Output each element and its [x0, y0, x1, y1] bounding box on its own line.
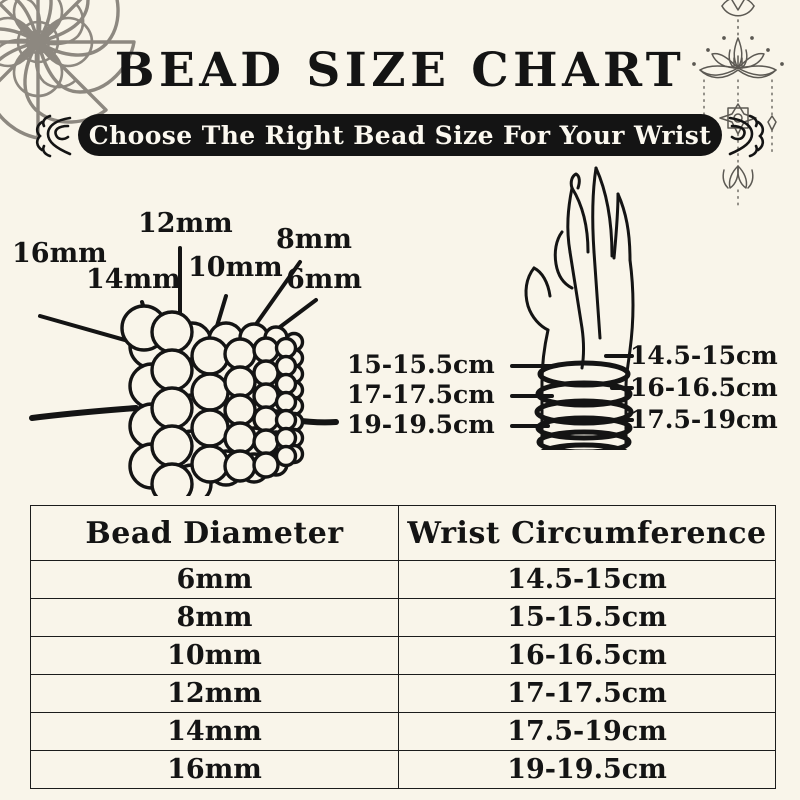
bead-label-10mm: 10mm — [188, 252, 283, 283]
column-header-wrist-circumference: Wrist Circumference — [398, 505, 776, 561]
table-row: 12mm 17-17.5cm — [30, 674, 776, 713]
cell-bead-diameter: 6mm — [30, 560, 399, 599]
cell-bead-diameter: 10mm — [30, 636, 399, 675]
bead-size-table: Bead Diameter Wrist Circumference 6mm 14… — [30, 505, 776, 789]
cell-wrist-circumference: 15-15.5cm — [398, 598, 776, 637]
bead-label-6mm: 6mm — [286, 264, 362, 295]
wrist-label-right-2: 16-16.5cm — [630, 373, 778, 402]
banner-background — [78, 114, 722, 156]
table-row: 14mm 17.5-19cm — [30, 712, 776, 751]
wrist-label-left-3: 19-19.5cm — [347, 410, 495, 439]
flourish-icon — [35, 114, 72, 158]
page-title: BEAD SIZE CHART — [114, 43, 686, 98]
cell-wrist-circumference: 17-17.5cm — [398, 674, 776, 713]
cell-bead-diameter: 12mm — [30, 674, 399, 713]
flourish-icon — [728, 114, 765, 158]
bead-diagram: 16mm 14mm 12mm 10mm 8mm 6mm — [0, 196, 400, 506]
wrist-label-right-1: 14.5-15cm — [630, 341, 778, 370]
lotus-ornament-icon — [692, 0, 784, 209]
cell-bead-diameter: 16mm — [30, 750, 399, 789]
bead-label-14mm: 14mm — [86, 264, 181, 295]
table-row: 16mm 19-19.5cm — [30, 750, 776, 789]
bead-label-16mm: 16mm — [12, 238, 107, 269]
cell-bead-diameter: 14mm — [30, 712, 399, 751]
cell-bead-diameter: 8mm — [30, 598, 399, 637]
wrist-label-left-2: 17-17.5cm — [347, 380, 495, 409]
cell-wrist-circumference: 17.5-19cm — [398, 712, 776, 751]
table-header-row: Bead Diameter Wrist Circumference — [30, 505, 776, 561]
cell-wrist-circumference: 19-19.5cm — [398, 750, 776, 789]
bead-label-12mm: 12mm — [138, 208, 233, 239]
wrist-label-right-3: 17.5-19cm — [630, 405, 778, 434]
hand-with-bracelets-icon — [524, 166, 635, 450]
wrist-label-left-1: 15-15.5cm — [347, 350, 495, 379]
column-header-bead-diameter: Bead Diameter — [30, 505, 399, 561]
subtitle-text: Choose The Right Bead Size For Your Wris… — [88, 120, 712, 150]
table-row: 8mm 15-15.5cm — [30, 598, 776, 637]
table-row: 6mm 14.5-15cm — [30, 560, 776, 599]
subtitle-banner: Choose The Right Bead Size For Your Wris… — [35, 114, 765, 158]
bead-stack-icon — [29, 246, 339, 506]
table-row: 10mm 16-16.5cm — [30, 636, 776, 675]
cell-wrist-circumference: 16-16.5cm — [398, 636, 776, 675]
bead-label-8mm: 8mm — [276, 224, 352, 255]
cell-wrist-circumference: 14.5-15cm — [398, 560, 776, 599]
